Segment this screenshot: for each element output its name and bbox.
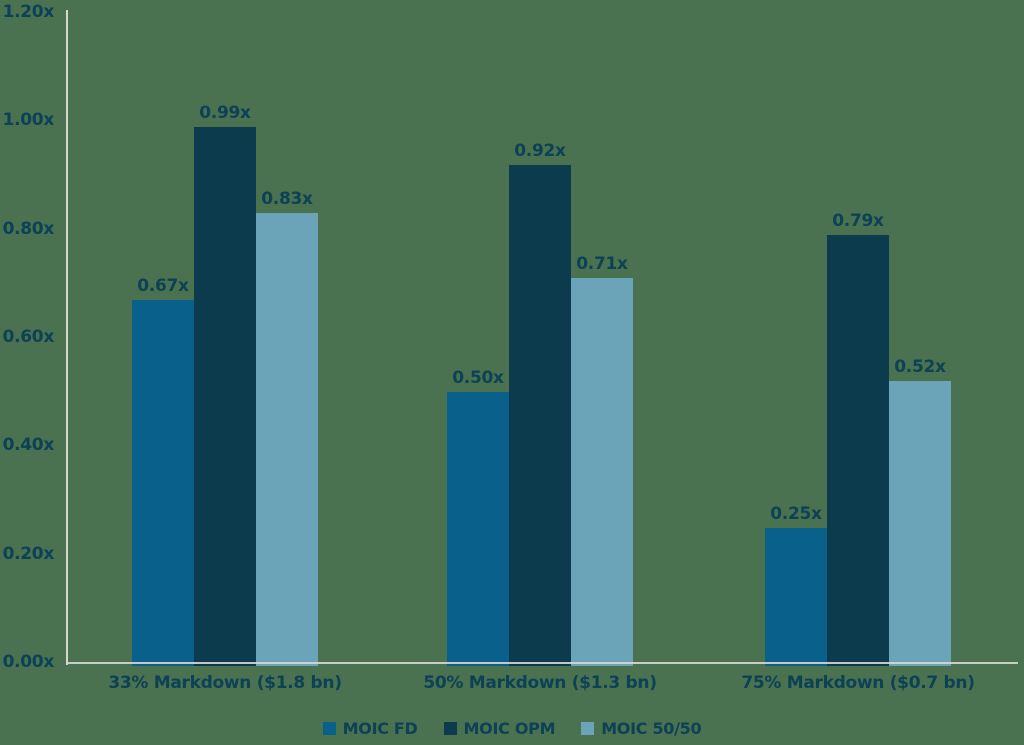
y-axis-tick-label: 0.00x	[2, 652, 55, 672]
legend-label: MOIC 50/50	[601, 719, 702, 738]
legend-item: MOIC FD	[322, 719, 418, 738]
legend-item: MOIC OPM	[443, 719, 556, 738]
x-axis-category-label: 75% Markdown ($0.7 bn)	[741, 673, 975, 693]
legend-swatch	[322, 722, 336, 735]
y-axis-tick-label: 0.40x	[2, 435, 55, 456]
legend-item: MOIC 50/50	[581, 719, 702, 738]
bar	[447, 392, 509, 666]
legend-swatch	[443, 722, 457, 735]
bar-value-label: 0.99x	[199, 102, 251, 123]
bar	[194, 126, 256, 666]
bar	[509, 164, 571, 666]
legend: MOIC FD MOIC OPM MOIC 50/50	[0, 719, 1024, 738]
bar	[571, 278, 633, 666]
legend-swatch	[581, 722, 595, 735]
bar-value-label: 0.79x	[832, 211, 884, 232]
y-axis-tick-label: 0.80x	[2, 218, 55, 239]
y-axis-tick-label: 0.60x	[2, 327, 55, 347]
legend-label: MOIC FD	[342, 719, 418, 738]
bar-value-label: 0.67x	[137, 276, 189, 297]
y-axis-line	[66, 10, 68, 665]
y-axis-tick-label: 1.00x	[2, 110, 55, 131]
legend-label: MOIC OPM	[463, 719, 556, 738]
x-axis-category-label: 33% Markdown ($1.8 bn)	[108, 673, 342, 693]
x-axis-category-label: 50% Markdown ($1.3 bn)	[423, 673, 657, 693]
bar	[765, 527, 827, 666]
bar	[827, 235, 889, 666]
y-axis-tick-label: 1.20x	[2, 2, 55, 22]
y-axis-tick-label: 0.20x	[2, 543, 55, 564]
bar	[132, 300, 194, 666]
bar-value-label: 0.25x	[770, 503, 822, 524]
bar-value-label: 0.50x	[452, 368, 504, 389]
bar	[889, 381, 951, 666]
bar-value-label: 0.83x	[261, 189, 313, 210]
bar-value-label: 0.92x	[514, 140, 566, 161]
bar	[256, 213, 318, 666]
x-axis-line	[66, 662, 1018, 664]
bar-value-label: 0.71x	[576, 254, 628, 275]
bar-value-label: 0.52x	[894, 357, 946, 378]
